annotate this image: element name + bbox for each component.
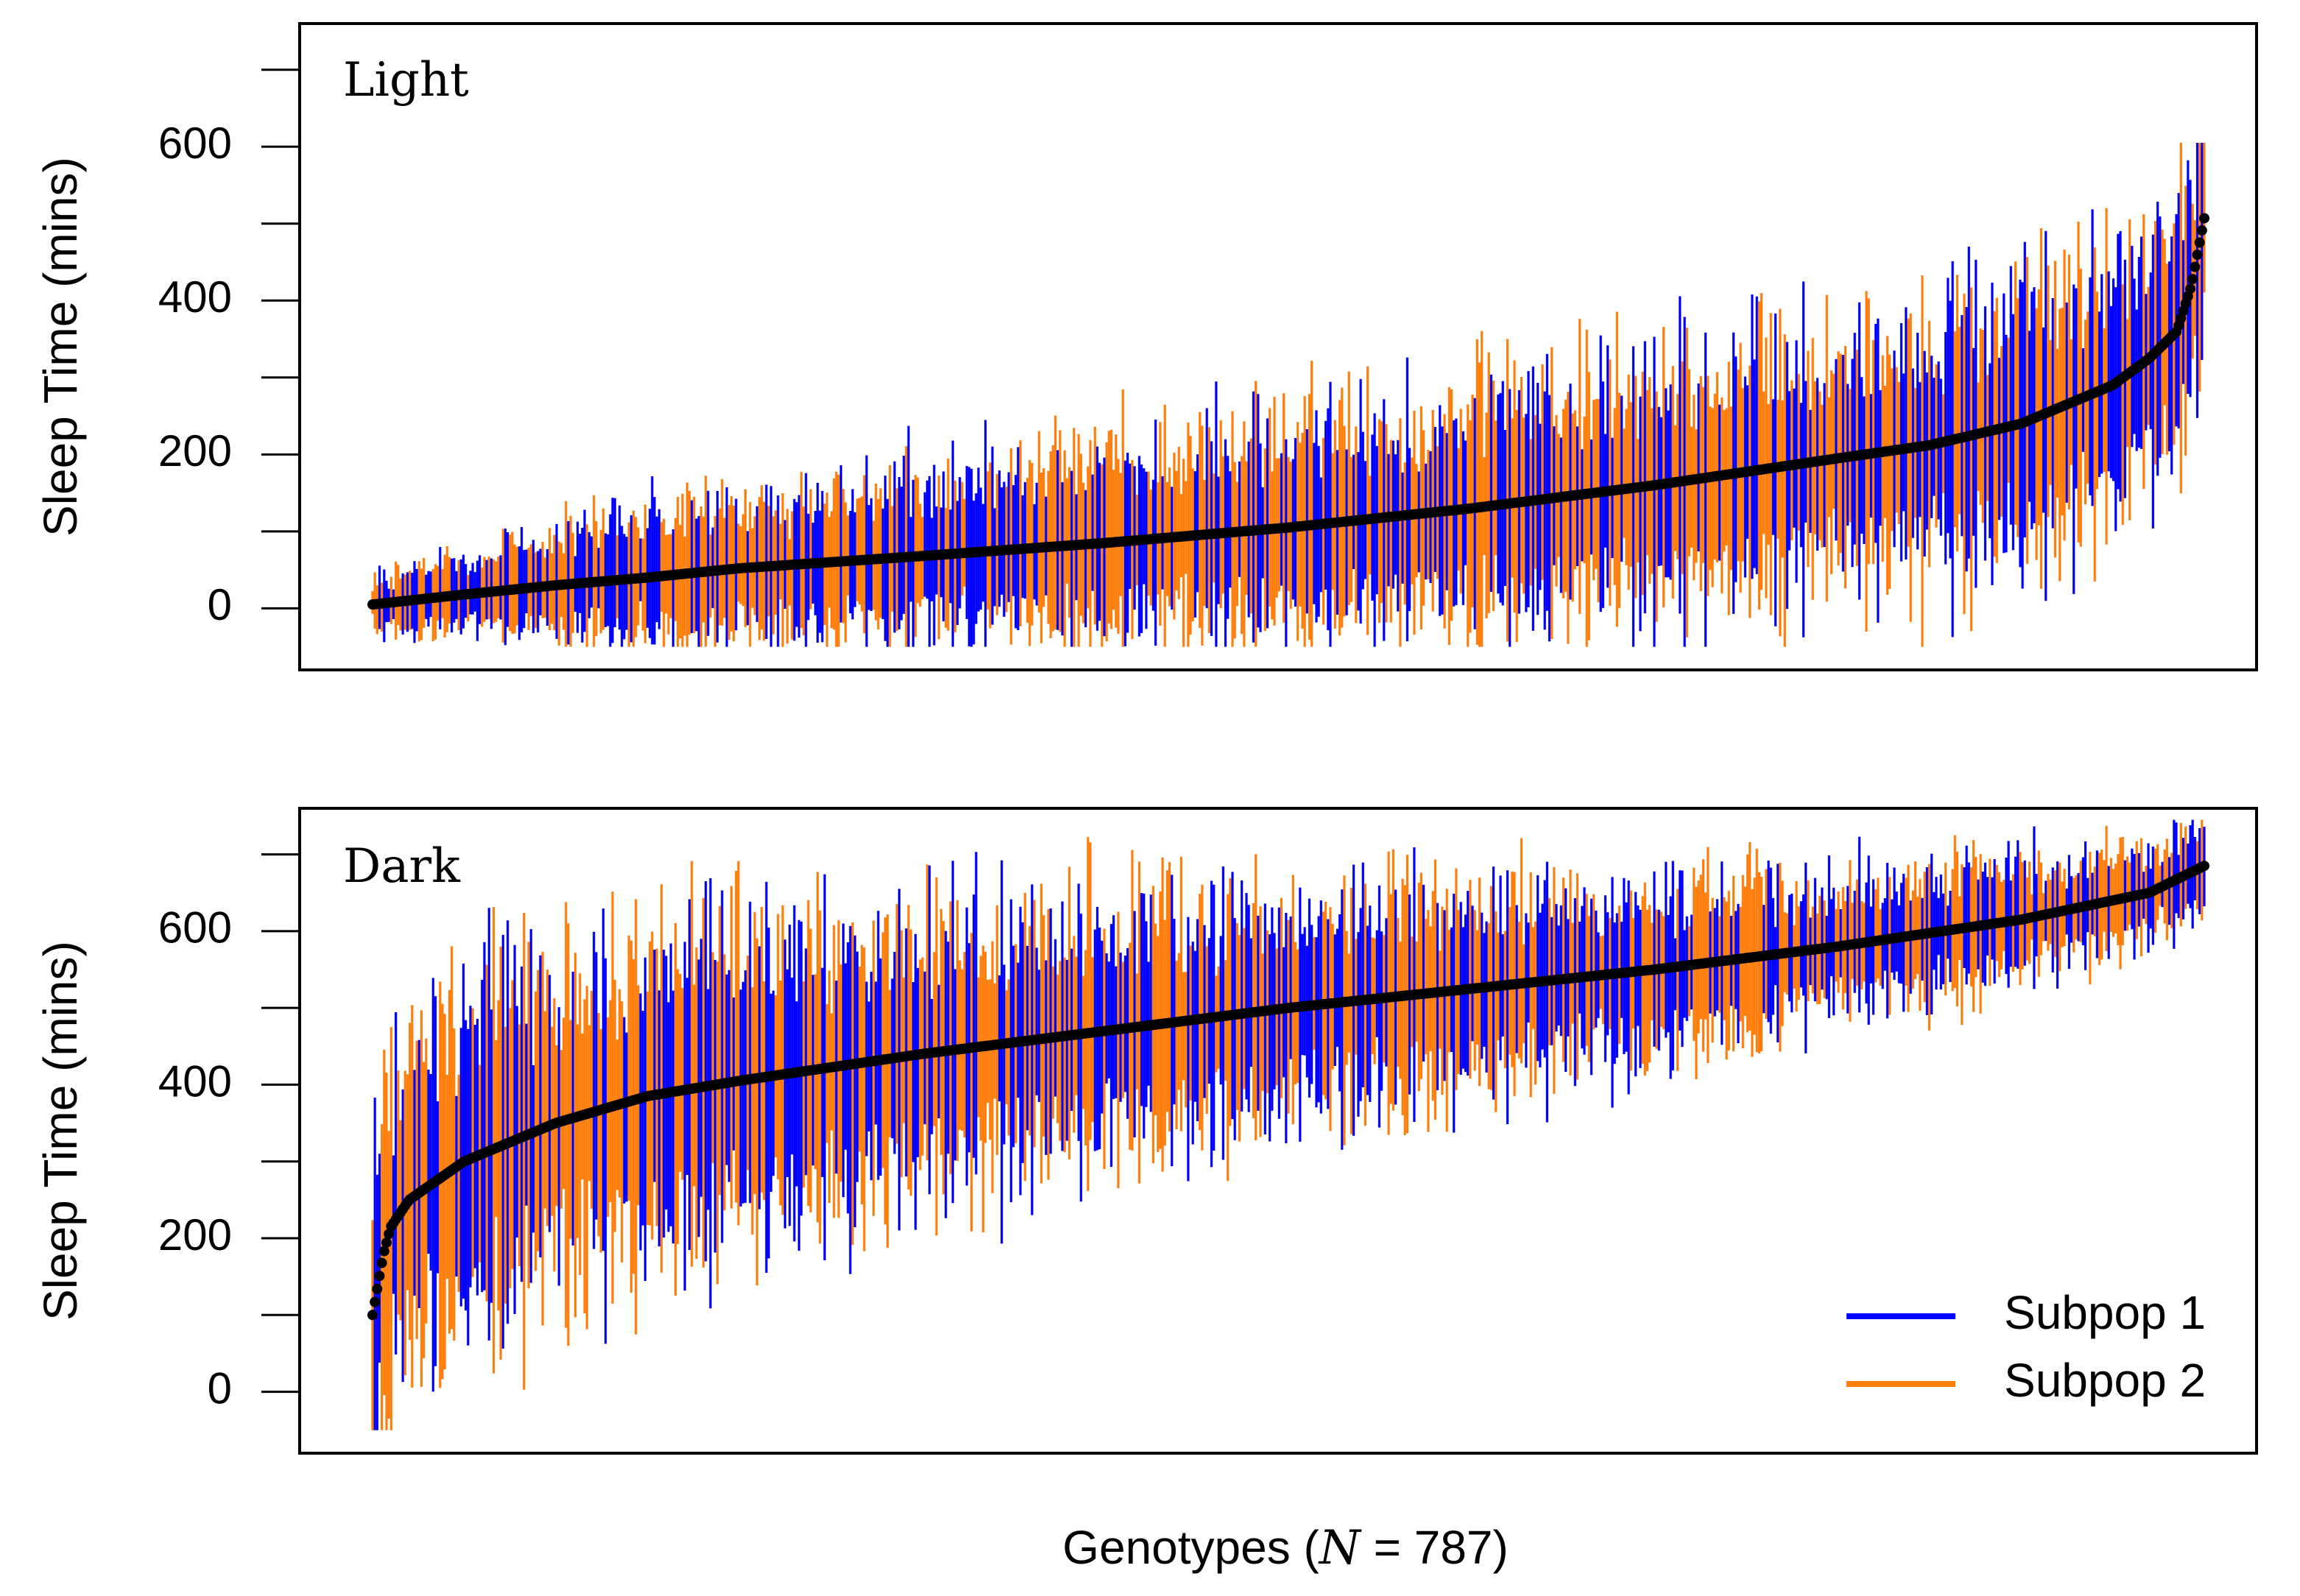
- mean-point: [370, 1296, 381, 1307]
- mean-point: [2190, 261, 2201, 272]
- light-y-axis: 0 200 400 600: [158, 68, 300, 629]
- mean-point: [372, 1283, 383, 1294]
- mean-point: [367, 1310, 378, 1321]
- y-tick-label-0: 0: [208, 580, 232, 629]
- dark-panel: 0 200 400 600 Dark Sleep Time (mins) Subpop…: [34, 807, 2258, 1455]
- dark-plot-frame: [298, 807, 2258, 1455]
- mean-point: [384, 1229, 395, 1240]
- y-tick-label-600: 600: [158, 903, 232, 953]
- y-tick-label-200: 200: [158, 1210, 232, 1260]
- dark-y-axis-label: Sleep Time (mins): [34, 941, 87, 1321]
- y-tick-label-200: 200: [158, 426, 232, 476]
- y-tick-label-400: 400: [158, 272, 232, 322]
- dark-mean-points: [367, 861, 2209, 1321]
- dark-y-axis: 0 200 400 600: [158, 853, 300, 1413]
- mean-point: [378, 1246, 389, 1257]
- mean-point: [2199, 861, 2209, 872]
- x-axis-label-suffix: = 787): [1361, 1521, 1509, 1574]
- light-panel-label: Light: [343, 53, 469, 107]
- light-plot-frame: [298, 22, 2258, 671]
- legend-label-subpop-2: Subpop 2: [2004, 1354, 2206, 1407]
- light-panel: 0 200 400 600 Light Sleep Time (mins): [34, 22, 2258, 671]
- x-axis-label-prefix: Genotypes (: [1062, 1521, 1319, 1574]
- legend: Subpop 1 Subpop 2: [1846, 1286, 2206, 1407]
- y-tick-label-0: 0: [208, 1363, 232, 1413]
- dark-panel-label: Dark: [343, 839, 461, 894]
- mean-point: [2194, 237, 2205, 248]
- mean-point: [2199, 213, 2209, 224]
- x-axis-label: Genotypes (N = 787): [1062, 1521, 1509, 1575]
- y-tick-label-600: 600: [158, 119, 232, 168]
- mean-point: [2187, 274, 2198, 285]
- light-mean-points: [367, 213, 2209, 610]
- mean-point: [2196, 225, 2207, 236]
- mean-point: [381, 1237, 392, 1248]
- y-tick-label-400: 400: [158, 1056, 232, 1106]
- light-y-axis-label: Sleep Time (mins): [34, 157, 87, 537]
- mean-point: [376, 1257, 387, 1268]
- light-range-bars: [371, 143, 2206, 647]
- legend-label-subpop-1: Subpop 1: [2004, 1286, 2206, 1339]
- mean-point: [2192, 250, 2203, 261]
- x-axis-label-n-symbol: N: [1318, 1521, 1362, 1575]
- mean-point: [374, 1271, 385, 1282]
- mean-point: [2185, 283, 2196, 294]
